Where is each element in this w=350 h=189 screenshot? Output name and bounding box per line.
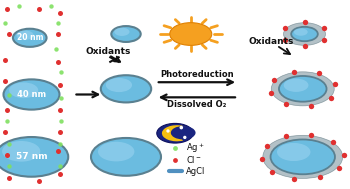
Point [4, 8, 10, 11]
Point [55, 33, 61, 36]
Point [178, 126, 184, 129]
Point [6, 142, 12, 145]
Point [6, 176, 12, 179]
Circle shape [106, 78, 132, 92]
Point [282, 39, 288, 42]
Point [259, 158, 265, 161]
Point [321, 26, 327, 29]
Point [284, 103, 289, 106]
Point [57, 131, 62, 134]
Point [57, 165, 62, 168]
Point [48, 4, 54, 7]
Point [4, 108, 10, 111]
Circle shape [101, 75, 151, 102]
Point [316, 72, 322, 75]
Text: AgCl: AgCl [186, 167, 205, 176]
Circle shape [284, 79, 308, 92]
Circle shape [4, 79, 60, 110]
Point [269, 170, 275, 173]
Text: Ag$^+$: Ag$^+$ [186, 142, 204, 155]
Point [331, 140, 336, 143]
Point [36, 8, 41, 11]
Circle shape [98, 142, 134, 161]
Point [321, 39, 327, 42]
Point [341, 153, 346, 156]
Point [58, 119, 64, 122]
Point [4, 119, 10, 122]
Circle shape [0, 137, 68, 177]
Point [57, 108, 62, 111]
Circle shape [294, 28, 308, 36]
Point [55, 61, 61, 64]
Circle shape [114, 28, 130, 36]
Point [182, 136, 188, 139]
Point [57, 172, 62, 175]
Circle shape [16, 31, 34, 40]
Circle shape [291, 27, 318, 41]
Text: Oxidants: Oxidants [86, 46, 131, 56]
Point [302, 20, 307, 23]
Point [336, 167, 341, 170]
Text: Oxidants: Oxidants [248, 37, 294, 46]
Point [53, 48, 59, 51]
Point [165, 129, 171, 132]
Point [283, 135, 289, 138]
Point [16, 4, 22, 7]
Circle shape [284, 23, 326, 45]
Point [308, 105, 314, 108]
Circle shape [271, 139, 335, 174]
Point [2, 21, 8, 24]
Text: 40 nm: 40 nm [17, 90, 46, 99]
Point [328, 96, 334, 99]
Text: 20 nm: 20 nm [16, 33, 43, 42]
Point [2, 131, 8, 134]
Point [264, 144, 270, 147]
Text: 57 nm: 57 nm [16, 152, 47, 161]
Circle shape [157, 123, 193, 143]
Circle shape [13, 29, 47, 47]
Point [55, 21, 61, 24]
Circle shape [279, 76, 327, 102]
Circle shape [9, 82, 38, 98]
Text: Photoreduction: Photoreduction [160, 70, 233, 79]
Circle shape [111, 26, 141, 42]
Point [2, 59, 8, 62]
Point [55, 150, 61, 153]
Point [268, 92, 274, 95]
Point [2, 80, 8, 83]
Point [272, 78, 277, 81]
Point [6, 165, 12, 168]
Point [6, 93, 12, 96]
Circle shape [271, 72, 334, 106]
Point [36, 180, 41, 183]
Point [292, 70, 297, 73]
Point [332, 83, 337, 86]
Point [291, 177, 297, 180]
Wedge shape [162, 125, 187, 141]
Circle shape [263, 135, 343, 178]
Point [4, 153, 10, 156]
Point [58, 97, 64, 100]
Point [57, 12, 62, 15]
Point [317, 176, 322, 179]
Point [57, 84, 62, 87]
Point [58, 70, 64, 73]
Text: Cl$^-$: Cl$^-$ [186, 154, 201, 165]
Text: Dissolved O₂: Dissolved O₂ [167, 100, 226, 109]
Circle shape [277, 143, 310, 161]
Point [282, 26, 288, 29]
Point [302, 45, 307, 48]
Circle shape [2, 141, 40, 162]
Point [57, 142, 62, 145]
Point [6, 33, 12, 36]
Point [172, 158, 178, 161]
Point [309, 134, 314, 137]
Point [172, 147, 178, 150]
Circle shape [171, 126, 196, 139]
Circle shape [170, 23, 212, 45]
Circle shape [91, 138, 161, 176]
